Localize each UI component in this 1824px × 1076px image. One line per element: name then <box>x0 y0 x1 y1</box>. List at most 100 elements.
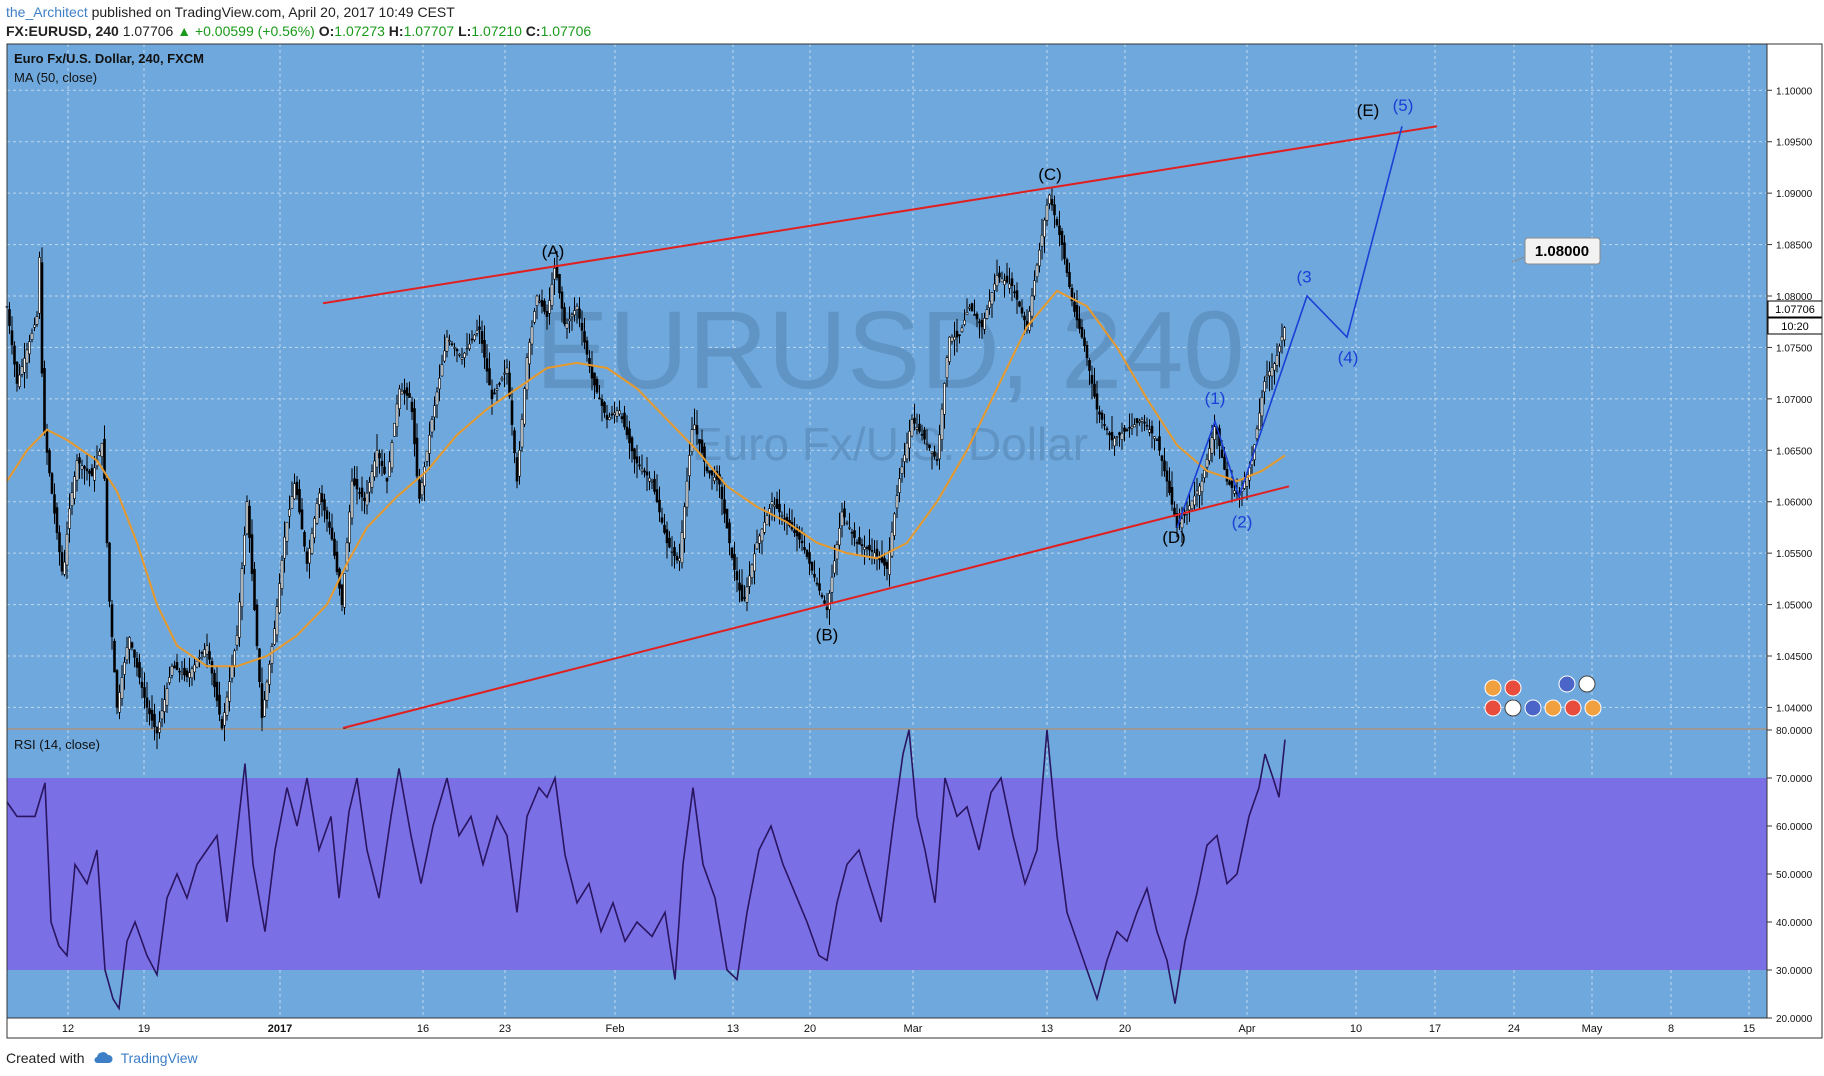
countdown-tag-text: 10:20 <box>1781 321 1809 333</box>
low-value: 1.07210 <box>471 23 522 39</box>
candle-body <box>243 534 246 566</box>
candle-body <box>470 338 474 341</box>
candle-body <box>1125 429 1129 431</box>
candle-body <box>1075 305 1079 321</box>
candle-body <box>960 327 964 332</box>
candle-body <box>1170 487 1174 505</box>
candle-body <box>148 708 151 715</box>
candle-body <box>1213 426 1216 440</box>
candle-body <box>1000 278 1004 283</box>
candle-body <box>428 434 431 454</box>
candle-body <box>318 492 321 505</box>
candle-body <box>1113 437 1116 447</box>
candle-body <box>1080 327 1084 338</box>
target-callout-box[interactable] <box>1524 237 1601 265</box>
candle-body <box>533 311 536 323</box>
candle-body <box>1078 318 1081 329</box>
author-link[interactable]: the_Architect <box>6 4 88 20</box>
price-tick-label: 1.09500 <box>1776 138 1813 149</box>
candle-body <box>93 467 96 481</box>
candle-body <box>55 507 59 533</box>
candle-body <box>678 557 681 562</box>
candle-body <box>938 434 941 460</box>
candle-body <box>1068 272 1071 287</box>
candle-body <box>1100 412 1104 420</box>
candle-body <box>610 413 614 416</box>
chart-frame <box>6 43 1823 1039</box>
candle-body <box>665 529 669 544</box>
candle-body <box>520 419 524 448</box>
candle-body <box>145 697 149 708</box>
candle-body <box>1040 234 1044 247</box>
candle-body <box>225 696 229 716</box>
candle-body <box>763 521 766 533</box>
candle-body <box>213 672 216 688</box>
candle-body <box>498 383 501 385</box>
candle-body <box>125 647 129 661</box>
candle-body <box>650 480 654 483</box>
candle-body <box>668 537 671 548</box>
candle-body <box>805 549 809 557</box>
candle-body <box>188 672 191 678</box>
candle-body <box>283 536 286 559</box>
candle-body <box>230 665 234 679</box>
ma-legend: MA (50, close) <box>14 70 97 85</box>
candle-body <box>15 361 19 384</box>
candle-body <box>198 656 201 659</box>
price-tick-label: 1.05500 <box>1776 549 1813 560</box>
candle-body <box>653 478 656 492</box>
candle-body <box>305 551 309 564</box>
time-tick-label: 15 <box>1743 1023 1755 1035</box>
candle-body <box>1163 460 1166 472</box>
candle-body <box>335 551 339 573</box>
candle-body <box>1003 280 1006 285</box>
candle-body <box>275 606 279 636</box>
candle-body <box>418 479 421 499</box>
price-tick-label: 1.09000 <box>1776 189 1813 200</box>
candle-body <box>525 357 529 391</box>
candle-body <box>78 457 81 464</box>
candle-body <box>425 450 429 462</box>
candle-body <box>795 527 799 537</box>
candle-body <box>410 401 414 413</box>
candle-body <box>628 428 631 444</box>
price-tick-label: 1.10000 <box>1776 86 1813 97</box>
candle-body <box>153 713 156 728</box>
wave-label: (C) <box>1038 165 1062 184</box>
candle-body <box>178 670 181 673</box>
target-callout[interactable]: 1.08000 <box>1511 237 1601 265</box>
candle-body <box>583 331 586 343</box>
candle-body <box>273 628 276 645</box>
candle-body <box>618 410 621 415</box>
time-tick-label: 8 <box>1668 1023 1674 1035</box>
candle-body <box>540 299 544 307</box>
candle-body <box>620 416 624 420</box>
candle-body <box>890 531 894 557</box>
event-flag-icon <box>1504 699 1522 717</box>
close-label: C: <box>525 23 541 39</box>
candle-body <box>1200 480 1204 492</box>
candle-body <box>893 513 896 536</box>
candle-body <box>108 542 111 602</box>
candle-body <box>578 308 581 319</box>
price-tick-label: 1.04000 <box>1776 703 1813 714</box>
candle-body <box>680 532 684 564</box>
candle-body <box>1093 383 1096 397</box>
candle-body <box>735 571 739 581</box>
candle-body <box>13 345 16 365</box>
candle-body <box>383 466 386 474</box>
candle-body <box>710 470 714 476</box>
low-label: L: <box>458 23 472 39</box>
candle-body <box>1255 428 1259 439</box>
candle-body <box>600 398 604 407</box>
candle-body <box>875 548 879 557</box>
candle-body <box>28 341 31 355</box>
candle-body <box>595 378 599 393</box>
tradingview-link[interactable]: TradingView <box>120 1050 198 1066</box>
candle-body <box>815 582 819 585</box>
candle-body <box>65 533 69 566</box>
candle-body <box>505 367 509 374</box>
candle-body <box>935 459 939 461</box>
candle-body <box>675 555 679 561</box>
candle-body <box>1195 490 1199 495</box>
